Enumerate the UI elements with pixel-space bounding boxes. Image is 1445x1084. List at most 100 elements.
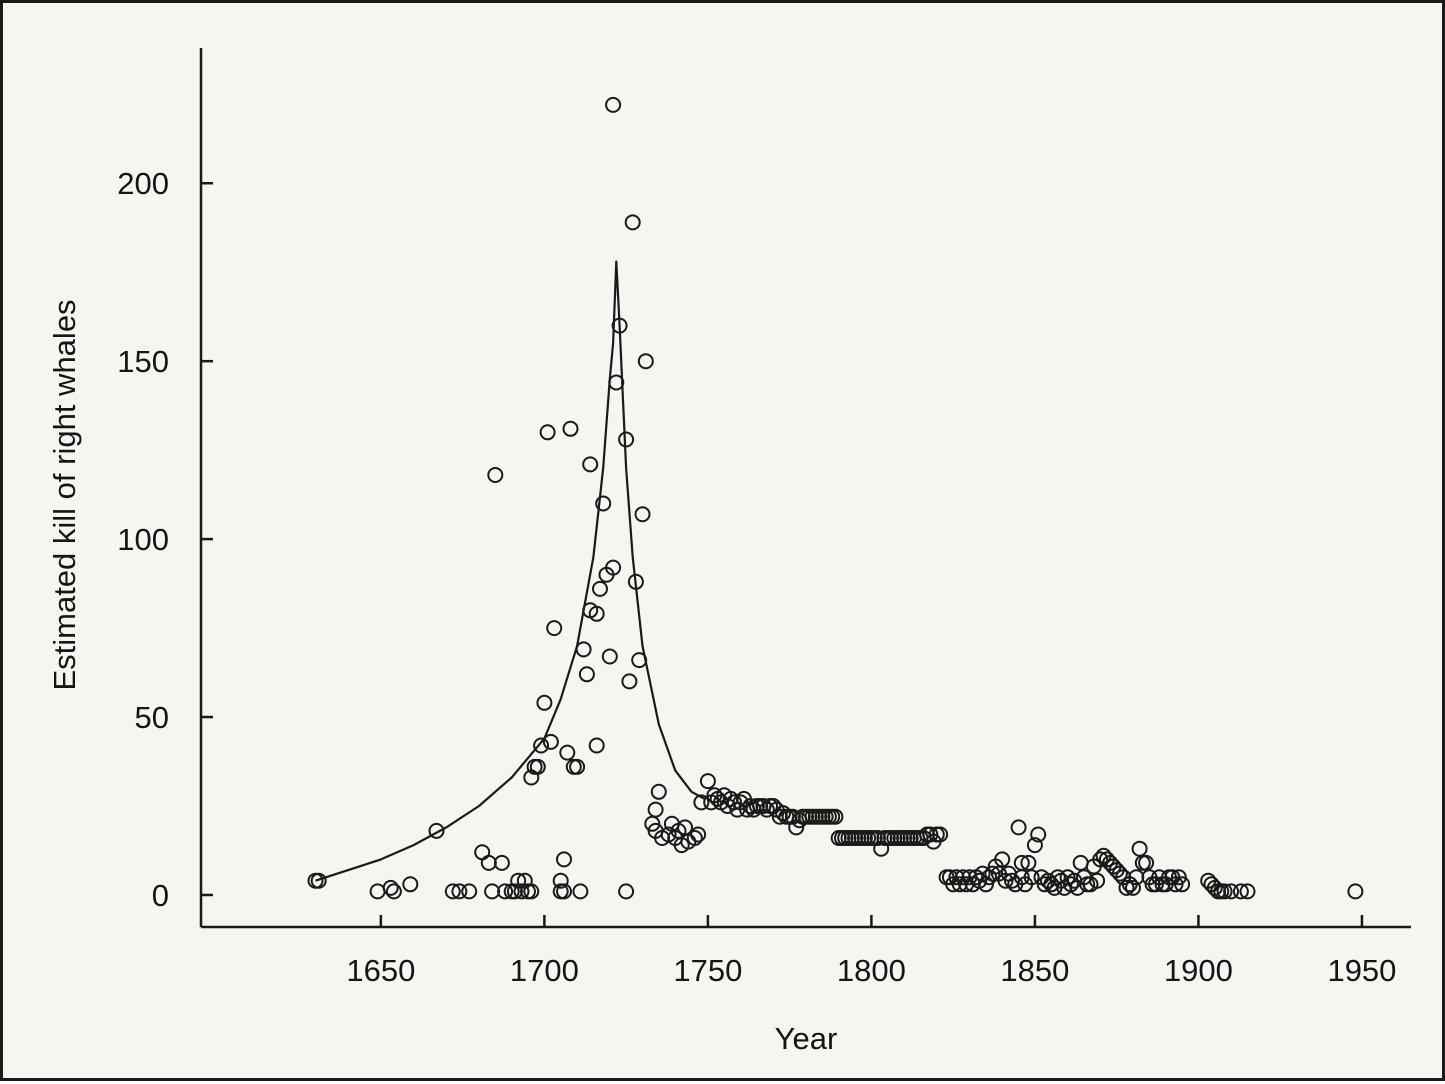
data-point bbox=[997, 872, 1014, 889]
x-tick-label: 1650 bbox=[346, 953, 415, 988]
data-point bbox=[474, 844, 491, 861]
data-point bbox=[493, 854, 510, 871]
data-point bbox=[1026, 837, 1043, 854]
data-point bbox=[1111, 865, 1128, 882]
data-point bbox=[827, 808, 844, 825]
data-point bbox=[1125, 879, 1141, 896]
fitted-curve bbox=[315, 260, 706, 882]
data-point bbox=[1232, 883, 1249, 900]
y-tick-label: 50 bbox=[135, 700, 169, 735]
data-point bbox=[605, 559, 622, 576]
data-point bbox=[922, 826, 939, 843]
data-point bbox=[546, 620, 563, 637]
data-point bbox=[624, 214, 641, 231]
data-point bbox=[611, 317, 628, 334]
data-point bbox=[533, 737, 550, 754]
data-point bbox=[542, 733, 559, 750]
data-point bbox=[588, 605, 605, 622]
data-point bbox=[578, 666, 595, 683]
y-tick-label: 0 bbox=[152, 878, 169, 913]
data-point bbox=[1131, 840, 1148, 857]
y-tick-label: 150 bbox=[117, 344, 169, 379]
data-point bbox=[575, 641, 592, 658]
data-point bbox=[1239, 883, 1256, 900]
data-point bbox=[1023, 869, 1040, 886]
x-tick-label: 1800 bbox=[837, 953, 906, 988]
data-point bbox=[595, 495, 612, 512]
data-point bbox=[588, 737, 605, 754]
data-point bbox=[529, 758, 546, 775]
data-point bbox=[1089, 872, 1106, 889]
data-point bbox=[487, 467, 504, 483]
data-point bbox=[536, 694, 553, 711]
data-point bbox=[1092, 851, 1109, 868]
data-point bbox=[552, 872, 569, 889]
x-axis-title: Year bbox=[775, 1021, 838, 1056]
data-point bbox=[461, 883, 478, 900]
data-point bbox=[1030, 826, 1047, 843]
data-point bbox=[726, 794, 743, 811]
data-point bbox=[556, 883, 572, 900]
data-point bbox=[480, 854, 497, 871]
data-point bbox=[592, 580, 608, 597]
data-point bbox=[523, 883, 540, 900]
data-point bbox=[369, 883, 386, 900]
data-point bbox=[1118, 879, 1135, 896]
data-point bbox=[693, 794, 710, 811]
data-point bbox=[601, 648, 618, 665]
data-point bbox=[650, 783, 667, 800]
scatter-chart: 1650 1700 1750 1800 1850 1900 1950 0 50 100 150 200… bbox=[47, 48, 1411, 1056]
data-point bbox=[1216, 883, 1233, 900]
data-point bbox=[637, 353, 654, 370]
data-point bbox=[539, 424, 556, 441]
data-point bbox=[1013, 854, 1030, 871]
x-tick-label: 1900 bbox=[1164, 953, 1233, 988]
data-point bbox=[1134, 854, 1151, 871]
data-point bbox=[556, 851, 572, 868]
data-point bbox=[1223, 883, 1240, 900]
data-point bbox=[484, 883, 501, 900]
data-point bbox=[569, 758, 586, 775]
data-point bbox=[690, 826, 707, 843]
data-point bbox=[565, 758, 582, 775]
data-point bbox=[1147, 876, 1164, 893]
data-point bbox=[1138, 854, 1155, 871]
data-point bbox=[451, 883, 468, 900]
data-point bbox=[1072, 854, 1089, 871]
fitted-curve-path bbox=[315, 260, 706, 882]
data-point bbox=[1036, 876, 1053, 893]
x-tick-label: 1850 bbox=[1000, 953, 1069, 988]
data-point bbox=[1010, 819, 1027, 836]
data-point bbox=[402, 876, 419, 893]
data-point bbox=[634, 506, 651, 523]
data-point bbox=[699, 773, 716, 790]
data-point bbox=[932, 826, 949, 843]
x-tick-label: 1700 bbox=[510, 953, 579, 988]
data-point bbox=[1170, 869, 1187, 886]
data-point bbox=[686, 830, 703, 846]
data-point bbox=[385, 883, 402, 900]
data-point bbox=[444, 883, 461, 900]
data-point bbox=[621, 673, 638, 690]
data-point bbox=[647, 801, 664, 818]
y-tick-label: 200 bbox=[117, 166, 169, 201]
x-tick-label: 1950 bbox=[1327, 953, 1396, 988]
data-point bbox=[497, 883, 514, 900]
ticks bbox=[201, 181, 1364, 927]
data-point bbox=[562, 420, 579, 437]
y-axis-title: Estimated kill of right whales bbox=[47, 299, 82, 690]
data-point bbox=[310, 872, 327, 889]
data-point bbox=[510, 872, 527, 889]
data-points bbox=[307, 96, 1364, 900]
data-point bbox=[1167, 876, 1184, 893]
data-point bbox=[608, 374, 625, 391]
data-point bbox=[631, 652, 648, 669]
data-point bbox=[618, 883, 635, 900]
y-tick-label: 100 bbox=[117, 522, 169, 557]
data-point bbox=[572, 883, 589, 900]
axes bbox=[199, 48, 1411, 929]
data-point bbox=[1174, 876, 1191, 893]
data-point bbox=[984, 865, 1001, 882]
data-point bbox=[428, 822, 445, 839]
